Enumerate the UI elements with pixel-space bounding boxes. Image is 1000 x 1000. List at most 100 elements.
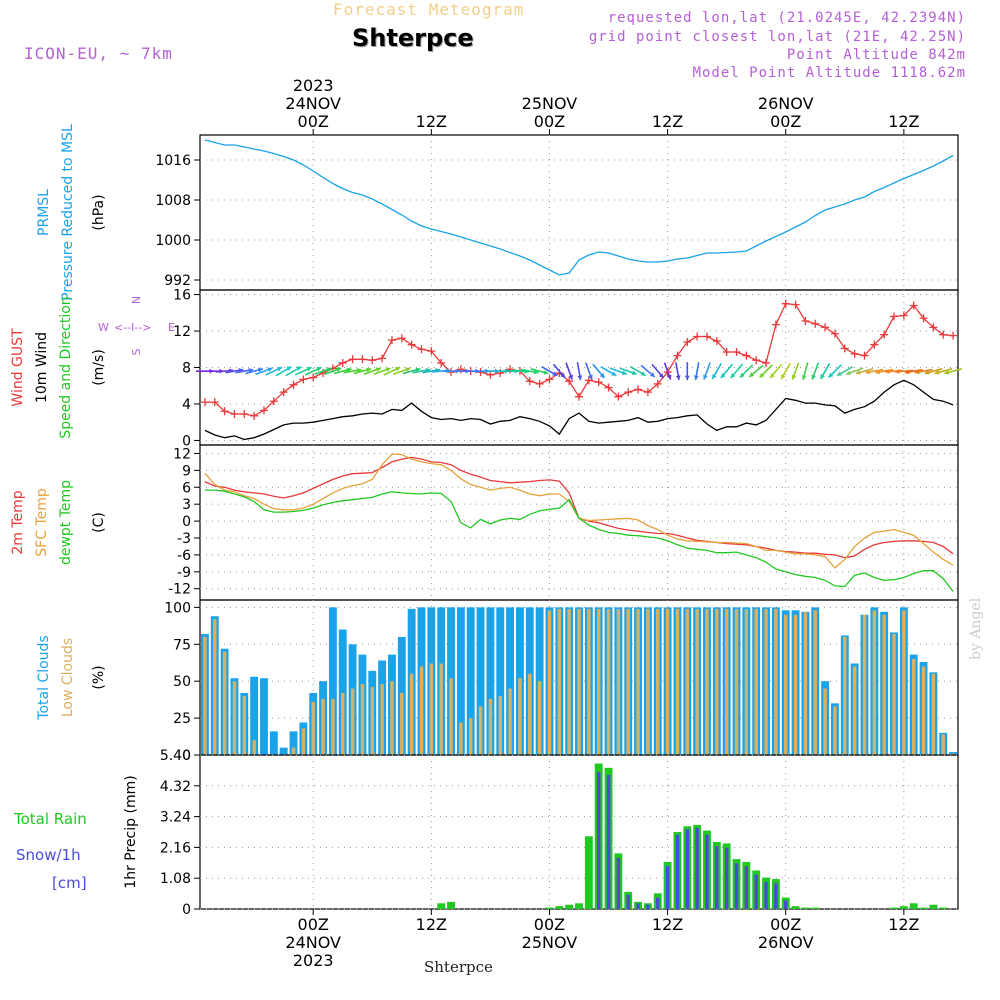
wind-arrow — [703, 362, 711, 380]
panel-label: 2m Temp — [10, 490, 26, 554]
bar — [695, 608, 699, 755]
gust-marker — [565, 377, 574, 386]
gust-marker — [683, 337, 692, 346]
wind-arrow — [314, 367, 332, 375]
bar — [439, 663, 443, 755]
wind-arrow — [383, 366, 401, 376]
panel-frame — [199, 134, 959, 291]
wind-arrow-head — [885, 369, 890, 374]
bar — [616, 857, 621, 909]
wind-arrow-head — [914, 369, 920, 375]
top-date-label: 25NOV — [522, 94, 578, 113]
panel-label: Total Rain — [13, 810, 87, 828]
bar — [429, 663, 434, 755]
gust-marker — [525, 377, 534, 386]
wind-arrow — [904, 368, 923, 375]
y-axis-label: (C) — [91, 512, 107, 533]
y-tick-label: -9 — [177, 565, 191, 581]
chart-title: Forecast Meteogram — [333, 0, 525, 19]
bar — [269, 731, 278, 755]
gust-marker — [673, 351, 682, 360]
series-line — [204, 139, 954, 276]
compass-arrow: <--I--> — [114, 321, 152, 334]
bar — [565, 904, 574, 909]
wind-arrow-head — [588, 374, 593, 380]
panel-label: Total Clouds — [36, 635, 52, 720]
bar — [242, 695, 247, 755]
top-hour-label: 00Z — [534, 112, 565, 131]
wind-arrow — [552, 363, 566, 379]
gust-marker — [762, 358, 771, 367]
wind-arrow-head — [703, 374, 708, 380]
bar — [380, 684, 384, 755]
wind-arrow-head — [658, 373, 664, 379]
y-tick-label: -12 — [168, 582, 191, 598]
panel-1: 992 1000 1008 1016 (hPa) PRMSL Pressure Reduce… — [36, 124, 959, 301]
panel-label: 10m Wind — [34, 332, 50, 403]
bar — [498, 695, 502, 755]
gust-marker — [407, 340, 416, 349]
gust-marker — [299, 375, 308, 384]
series-line — [204, 489, 954, 592]
bar — [350, 688, 355, 755]
bottom-date-label: 26NOV — [758, 933, 814, 952]
bottom-hour-label: 00Z — [534, 915, 565, 934]
wind-arrow — [651, 363, 665, 379]
bar — [437, 903, 446, 909]
y-tick-label: 1008 — [155, 193, 191, 209]
bar — [203, 636, 207, 755]
bar — [555, 906, 564, 909]
wind-arrow — [541, 365, 558, 377]
wind-arrow-head — [894, 369, 900, 374]
bar — [724, 847, 729, 909]
wind-arrow — [285, 365, 302, 377]
panel-label: Speed and Direction — [58, 296, 74, 438]
gust-marker — [575, 392, 583, 401]
series-line — [204, 453, 954, 569]
wind-arrow — [720, 363, 734, 379]
wind-arrow — [894, 369, 913, 374]
bar — [587, 608, 591, 755]
wind-arrow — [565, 362, 573, 380]
panel-frame — [199, 444, 959, 601]
gust-marker — [506, 365, 515, 374]
bar — [791, 906, 800, 909]
gust-marker — [220, 407, 229, 416]
top-date-label: 26NOV — [758, 94, 814, 113]
gust-marker — [830, 329, 839, 338]
bar — [705, 608, 709, 755]
top-date-label: 24NOV — [285, 94, 341, 113]
bar — [606, 774, 611, 909]
wind-arrow-head — [730, 373, 736, 379]
bar — [695, 827, 699, 909]
bar — [724, 608, 729, 755]
wind-arrow-head — [828, 372, 834, 378]
model-name: ICON-EU, ~ 7km — [24, 44, 173, 63]
bottom-year-label: 2023 — [293, 951, 334, 970]
compass-north: N — [130, 296, 143, 304]
gust-marker — [456, 365, 465, 374]
wind-arrow-head — [875, 369, 881, 375]
bar — [811, 907, 820, 909]
bar — [715, 608, 719, 755]
panel-label: Low Clouds — [60, 638, 76, 717]
gust-marker — [634, 385, 643, 394]
bar — [833, 706, 837, 755]
y-tick-label: -3 — [177, 531, 191, 547]
gust-marker — [309, 373, 318, 382]
bar — [911, 659, 916, 755]
bar — [528, 673, 532, 755]
wind-arrow — [739, 364, 754, 379]
gust-marker — [771, 320, 780, 329]
bar — [321, 698, 325, 755]
wind-arrow-head — [405, 367, 411, 372]
bar — [784, 900, 788, 909]
compass-east: E — [168, 321, 175, 334]
wind-arrow-head — [749, 372, 755, 377]
top-hour-label: 00Z — [298, 112, 329, 131]
bar — [734, 863, 739, 909]
